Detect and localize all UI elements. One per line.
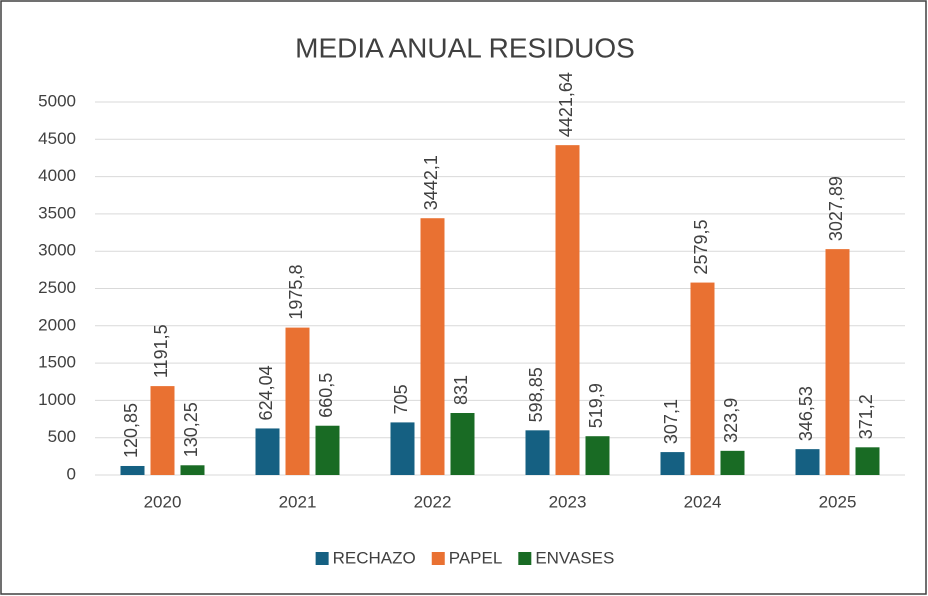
data-label: 120,85: [121, 403, 141, 458]
legend-label: PAPEL: [449, 548, 503, 567]
bar: [150, 386, 175, 475]
bar: [180, 465, 205, 475]
x-tick-label: 2021: [279, 492, 317, 511]
data-label: 660,5: [316, 373, 336, 418]
y-tick-label: 2500: [38, 278, 76, 297]
y-tick-label: 4500: [38, 129, 76, 148]
data-label: 624,04: [256, 365, 276, 420]
bar: [585, 436, 610, 475]
data-label: 1975,8: [286, 265, 306, 320]
data-label: 1191,5: [151, 324, 171, 378]
data-label: 4421,64: [556, 72, 576, 137]
bar: [390, 422, 415, 475]
data-label: 598,85: [526, 367, 546, 422]
bar: [795, 449, 820, 475]
y-tick-label: 1000: [38, 390, 76, 409]
data-label: 307,1: [661, 399, 681, 444]
x-tick-label: 2025: [819, 492, 857, 511]
data-label: 323,9: [721, 398, 741, 443]
legend-label: RECHAZO: [333, 548, 416, 567]
bar: [450, 413, 475, 475]
data-label: 705: [391, 384, 411, 414]
legend-swatch: [518, 552, 532, 565]
bar: [120, 465, 145, 475]
data-label: 831: [451, 375, 471, 405]
legend-swatch: [431, 552, 445, 565]
bar: [660, 452, 685, 475]
x-tick-label: 2024: [684, 492, 722, 511]
y-tick-label: 4000: [38, 166, 76, 185]
bar: [255, 428, 280, 475]
data-label: 346,53: [796, 386, 816, 441]
y-tick-label: 0: [67, 464, 76, 483]
x-tick-label: 2022: [414, 492, 452, 511]
data-label: 3027,89: [826, 176, 846, 241]
y-tick-label: 3500: [38, 203, 76, 222]
data-label: 3442,1: [421, 155, 441, 210]
data-label: 2579,5: [691, 220, 711, 275]
y-tick-label: 5000: [38, 91, 76, 110]
bar: [720, 450, 745, 475]
bar: [555, 145, 580, 475]
legend-label: ENVASES: [535, 548, 614, 567]
bar: [420, 218, 445, 475]
bar: [525, 430, 550, 475]
bar: [315, 425, 340, 475]
bar: [855, 447, 880, 475]
x-tick-label: 2020: [144, 492, 182, 511]
data-label: 519,9: [586, 383, 606, 428]
y-tick-label: 2000: [38, 315, 76, 334]
bar: [285, 327, 310, 475]
data-label: 371,2: [856, 394, 876, 439]
x-tick-label: 2023: [549, 492, 587, 511]
data-label: 130,25: [181, 402, 201, 457]
legend-swatch: [315, 552, 329, 565]
y-tick-label: 3000: [38, 241, 76, 260]
bar: [690, 282, 715, 475]
y-tick-label: 500: [48, 427, 76, 446]
chart-title: MEDIA ANUAL RESIDUOS: [295, 32, 635, 63]
bar: [825, 249, 850, 475]
y-tick-label: 1500: [38, 353, 76, 372]
